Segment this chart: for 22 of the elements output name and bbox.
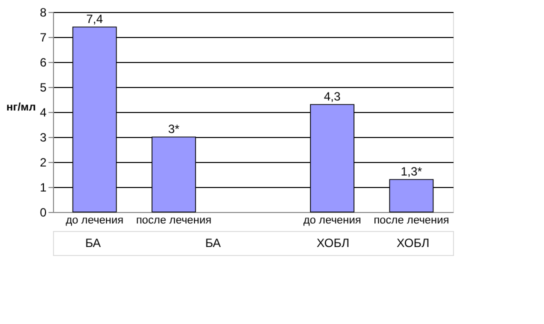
text: ХОБЛ — [316, 236, 350, 250]
data-label: 4,3 — [324, 90, 341, 104]
x-tick-label: до лечения — [303, 214, 362, 226]
x-tick-label: после лечения — [374, 214, 450, 226]
y-tick-label: 3 — [40, 130, 47, 144]
data-label: 7,4 — [86, 12, 104, 26]
y-tick-label: 8 — [40, 6, 47, 20]
y-tick-label: 2 — [40, 156, 47, 170]
y-tick-label: 6 — [40, 56, 47, 70]
y-axis-title: нг/мл — [6, 102, 36, 114]
data-label: 3* — [168, 122, 180, 136]
y-tick-label: 7 — [40, 30, 47, 44]
text: БА — [85, 236, 101, 250]
y-tick-label: 4 — [40, 106, 47, 120]
x-tick-label: до лечения — [66, 214, 124, 226]
x-tick-label: после лечения — [136, 214, 212, 226]
y-tick-label: 1 — [40, 180, 47, 194]
y-tick-label: 0 — [40, 206, 47, 220]
text: ХОБЛ — [396, 236, 430, 250]
text: БА — [205, 236, 221, 250]
data-label: 1,3* — [400, 164, 422, 178]
y-tick-label: 5 — [40, 80, 47, 94]
